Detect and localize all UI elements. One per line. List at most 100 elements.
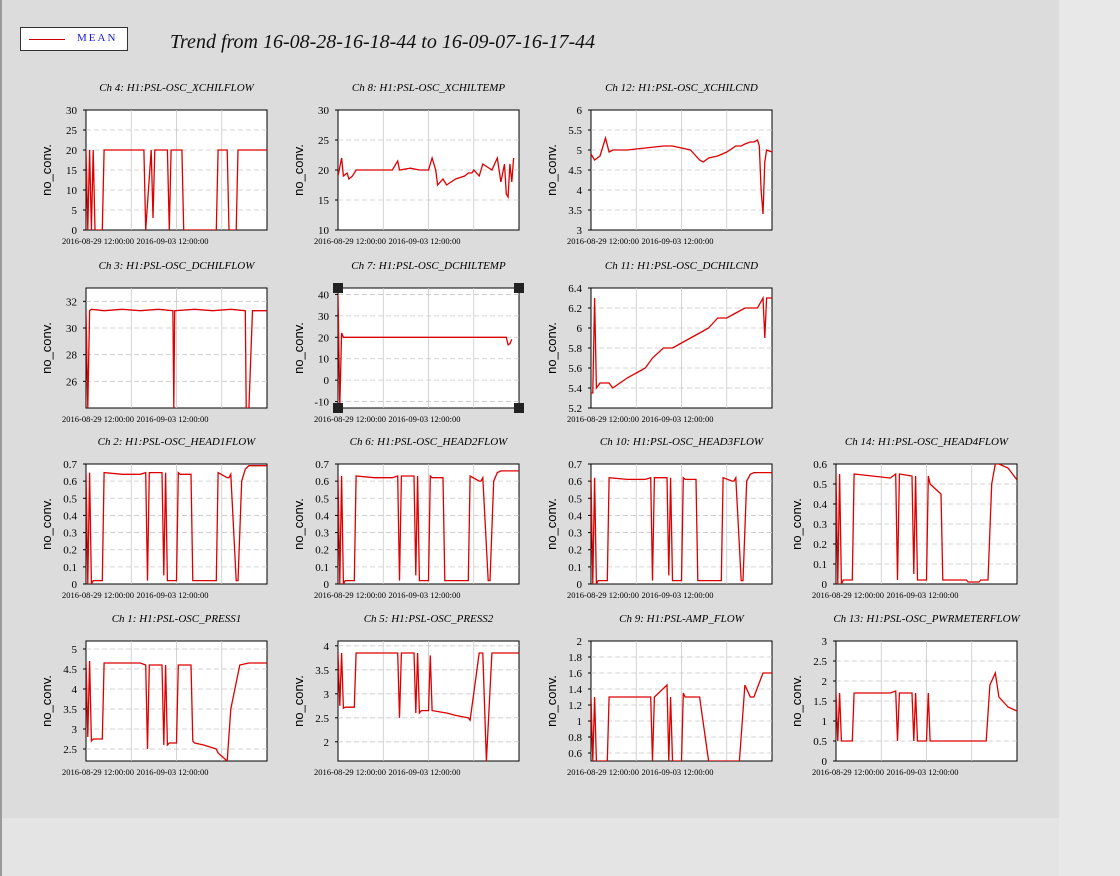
y-tick-label: 0.7 [568, 459, 582, 471]
y-tick-label: 0.6 [315, 476, 329, 488]
data-series-line [338, 155, 515, 200]
right-margin-panel [1059, 0, 1120, 876]
y-axis-label: no_conv. [544, 498, 559, 550]
y-tick-label: 2.5 [63, 744, 77, 756]
x-tick-label: 2016-08-29 12:00:00 [567, 414, 639, 424]
y-tick-label: 3.5 [568, 205, 582, 217]
y-tick-label: 0.1 [63, 562, 77, 574]
x-tick-label: 2016-08-29 12:00:00 [62, 236, 134, 246]
y-tick-label: 4 [577, 185, 583, 197]
chart-panel: 26 28 30 32 2016-08-29 12:00:00 2016-09-03 12… [39, 260, 268, 424]
y-tick-label: 2 [822, 676, 828, 688]
x-tick-label: 2016-08-29 12:00:00 [567, 590, 639, 600]
data-series-line [338, 470, 519, 584]
y-axis-label: no_conv. [39, 675, 54, 727]
y-tick-label: 26 [66, 376, 78, 388]
chart-title: Ch 9: H1:PSL-AMP_FLOW [619, 613, 744, 625]
y-tick-label: 0.2 [315, 545, 329, 557]
y-tick-label: 5.2 [568, 403, 582, 415]
y-tick-label: 4 [72, 684, 78, 696]
selection-handle[interactable] [333, 283, 343, 293]
y-tick-label: 0.3 [315, 528, 329, 540]
data-series-line [338, 652, 519, 761]
chart-title: Ch 4: H1:PSL-OSC_XCHILFLOW [99, 82, 254, 94]
y-tick-label: 0.6 [63, 476, 77, 488]
y-tick-label: 0.3 [568, 528, 582, 540]
y-axis-label: no_conv. [544, 675, 559, 727]
y-tick-label: 10 [66, 185, 78, 197]
y-tick-label: 0.1 [315, 562, 329, 574]
chart-panel: 10 15 20 25 30 2016-08-29 12:00:00 2016-09-03 … [291, 82, 520, 246]
y-tick-label: 0.5 [813, 479, 827, 491]
y-tick-label: 1 [577, 716, 583, 728]
y-tick-label: 0 [577, 579, 583, 591]
y-tick-label: 1.8 [568, 652, 582, 664]
y-tick-label: 4.5 [568, 165, 582, 177]
y-tick-label: 0.6 [568, 476, 582, 488]
chart-title: Ch 2: H1:PSL-OSC_HEAD1FLOW [98, 436, 256, 448]
y-tick-label: 30 [66, 323, 78, 335]
y-axis-label: no_conv. [789, 498, 804, 550]
window-left-border [0, 0, 2, 876]
x-tick-label: 2016-08-29 12:00:00 [812, 767, 884, 777]
x-tick-label: 2016-09-03 12:00:00 [137, 414, 209, 424]
y-tick-label: 20 [66, 145, 78, 157]
data-series-line [836, 670, 1017, 742]
y-tick-label: 5.4 [568, 383, 582, 395]
y-tick-label: 25 [66, 125, 78, 137]
chart-panel: 0 0.5 1 1.5 2 2.5 3 2016-08-29 12:00:00 2016-09-… [789, 613, 1021, 777]
chart-panel: 2.5 3 3.5 4 4.5 5 2016-08-29 12:00:00 2016-09-0… [39, 613, 268, 777]
x-tick-label: 2016-08-29 12:00:00 [314, 236, 386, 246]
y-tick-label: 0.5 [315, 493, 329, 505]
data-series-line [591, 135, 772, 215]
y-tick-label: 6.4 [568, 283, 582, 295]
y-tick-label: 2 [577, 636, 583, 648]
y-tick-label: 0.4 [315, 510, 329, 522]
y-tick-label: 0 [324, 375, 330, 387]
y-tick-label: 0 [822, 756, 828, 768]
y-tick-label: 0.3 [813, 519, 827, 531]
y-tick-label: 0.1 [568, 562, 582, 574]
y-tick-label: 1.2 [568, 700, 582, 712]
y-tick-label: 0.2 [813, 539, 827, 551]
y-tick-label: 5 [72, 644, 78, 656]
selection-handle[interactable] [514, 403, 524, 413]
y-tick-label: 20 [318, 332, 330, 344]
y-tick-label: 0.1 [813, 559, 827, 571]
selection-handle[interactable] [514, 283, 524, 293]
x-tick-label: 2016-08-29 12:00:00 [62, 767, 134, 777]
y-tick-label: 30 [318, 105, 330, 117]
data-series-line [86, 308, 267, 408]
chart-title: Ch 5: H1:PSL-OSC_PRESS2 [364, 613, 494, 625]
y-tick-label: 2 [324, 737, 330, 749]
data-series-line [86, 149, 267, 230]
chart-panel: 2 2.5 3 3.5 4 2016-08-29 12:00:00 2016-09-03 1… [291, 613, 520, 777]
y-tick-label: 15 [318, 195, 330, 207]
y-tick-label: 0.4 [813, 499, 827, 511]
chart-panel: 0 0.1 0.2 0.3 0.4 0.5 0.6 0.7 2016-08-29 12:00:0… [544, 436, 773, 600]
page-title: Trend from 16-08-28-16-18-44 to 16-09-07… [170, 31, 596, 53]
y-axis-label: no_conv. [291, 144, 306, 196]
y-tick-label: 28 [66, 350, 78, 362]
chart-panel: -10 0 10 20 30 40 2016-08-29 12:00:00 2016-09-0… [291, 260, 524, 424]
y-tick-label: 3 [72, 724, 78, 736]
x-tick-label: 2016-08-29 12:00:00 [567, 767, 639, 777]
y-tick-label: 0.6 [813, 459, 827, 471]
y-axis-label: no_conv. [39, 322, 54, 374]
y-tick-label: 0.2 [568, 545, 582, 557]
selection-handle[interactable] [333, 403, 343, 413]
x-tick-label: 2016-08-29 12:00:00 [314, 590, 386, 600]
chart-title: Ch 11: H1:PSL-OSC_DCHILCND [605, 260, 758, 272]
chart-title: Ch 6: H1:PSL-OSC_HEAD2FLOW [350, 436, 508, 448]
y-tick-label: 3.5 [315, 665, 329, 677]
y-tick-label: 5 [577, 145, 583, 157]
chart-panel: 3 3.5 4 4.5 5 5.5 6 2016-08-29 12:00:00 2016-09-… [544, 82, 773, 246]
chart-panel: 0 5 10 15 20 25 30 2016-08-29 12:00:00 2016-09-0… [39, 82, 268, 246]
chart-title: Ch 13: H1:PSL-OSC_PWRMETERFLOW [833, 613, 1020, 625]
y-tick-label: 0.5 [813, 736, 827, 748]
y-axis-label: no_conv. [291, 322, 306, 374]
y-tick-label: 5.5 [568, 125, 582, 137]
x-tick-label: 2016-08-29 12:00:00 [314, 767, 386, 777]
chart-panel: 0 0.1 0.2 0.3 0.4 0.5 0.6 0.7 2016-08-29 12:00:0… [291, 436, 520, 600]
y-axis-label: no_conv. [291, 675, 306, 727]
